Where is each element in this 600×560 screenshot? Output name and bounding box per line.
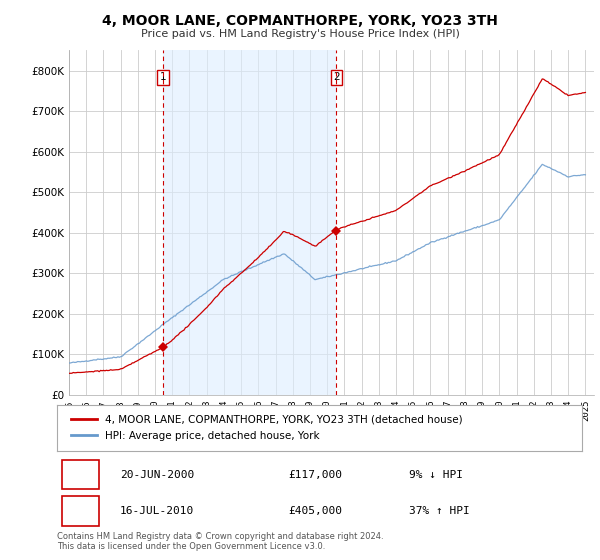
- Text: 4, MOOR LANE, COPMANTHORPE, YORK, YO23 3TH: 4, MOOR LANE, COPMANTHORPE, YORK, YO23 3…: [102, 14, 498, 28]
- Text: 2: 2: [333, 72, 340, 82]
- Text: £117,000: £117,000: [288, 470, 342, 479]
- Legend: 4, MOOR LANE, COPMANTHORPE, YORK, YO23 3TH (detached house), HPI: Average price,: 4, MOOR LANE, COPMANTHORPE, YORK, YO23 3…: [67, 412, 466, 444]
- Text: Contains HM Land Registry data © Crown copyright and database right 2024.
This d: Contains HM Land Registry data © Crown c…: [57, 532, 383, 552]
- Text: 20-JUN-2000: 20-JUN-2000: [120, 470, 194, 479]
- Text: £405,000: £405,000: [288, 506, 342, 516]
- Text: 2: 2: [77, 506, 84, 516]
- Text: 9% ↓ HPI: 9% ↓ HPI: [409, 470, 463, 479]
- Text: 37% ↑ HPI: 37% ↑ HPI: [409, 506, 470, 516]
- Bar: [163, 50, 337, 395]
- Text: 1: 1: [77, 470, 84, 479]
- Text: Price paid vs. HM Land Registry's House Price Index (HPI): Price paid vs. HM Land Registry's House …: [140, 29, 460, 39]
- FancyBboxPatch shape: [62, 460, 99, 489]
- FancyBboxPatch shape: [62, 496, 99, 525]
- Text: 1: 1: [160, 72, 166, 82]
- Text: 16-JUL-2010: 16-JUL-2010: [120, 506, 194, 516]
